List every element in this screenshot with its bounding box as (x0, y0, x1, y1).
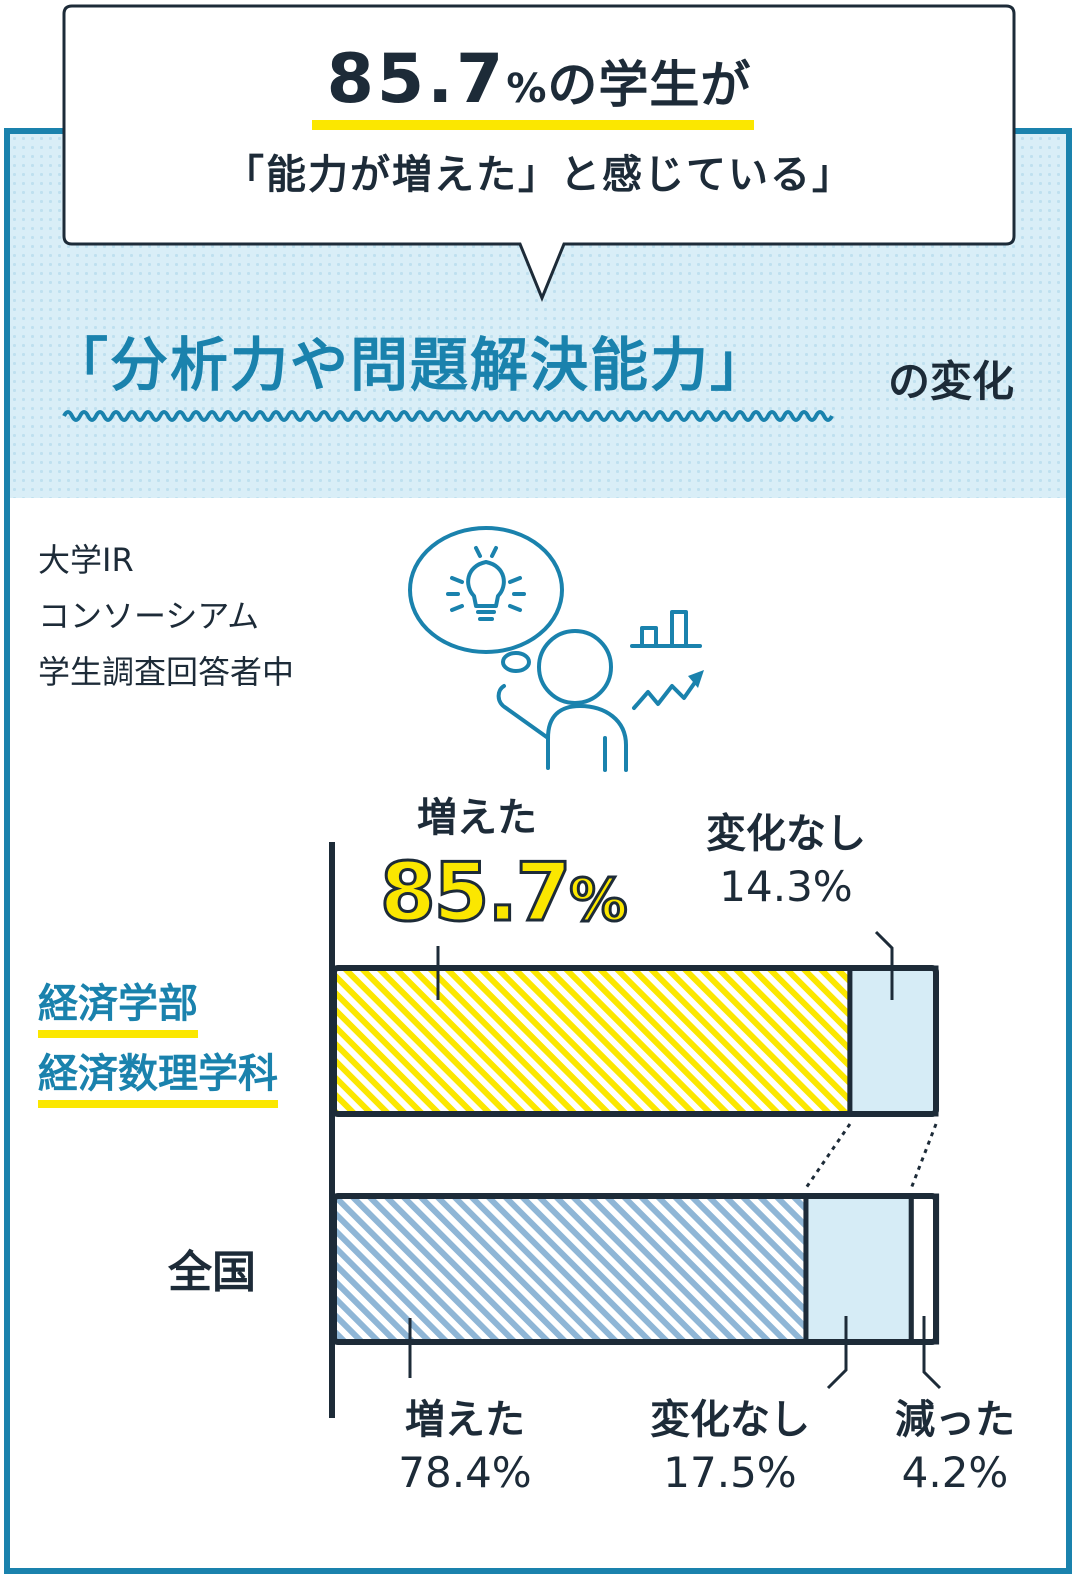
dotted-link-nochange (909, 1123, 938, 1189)
label-univ-increase: 増えた (392, 792, 562, 844)
label-nat-nochange: 変化なし 17.5% (630, 1394, 830, 1500)
bar-national-nochange (803, 1193, 914, 1345)
leader-nat-nochange (826, 1316, 848, 1390)
headline-unit: % (506, 66, 548, 112)
label-nat-decrease-title: 減った (895, 1397, 1015, 1443)
speech-bubble (62, 4, 1016, 302)
thinking-person-lightbulb-chart-icon (408, 526, 704, 772)
label-nat-nochange-title: 変化なし (650, 1397, 810, 1443)
headline-line1: 85.7%の学生が (66, 40, 1012, 119)
dotted-link-increase (804, 1123, 852, 1189)
source-note: 大学IR コンソーシアム 学生調査回答者中 (38, 532, 294, 700)
bar-outline-univ (331, 965, 939, 1117)
bar-outline-national (331, 1193, 939, 1345)
headline-value: 85.7 (326, 40, 507, 119)
label-nat-increase: 増えた 78.4% (380, 1394, 550, 1500)
headline-highlight (312, 120, 754, 130)
wavy-underline (62, 410, 834, 422)
chart-title-suffix: の変化 (888, 357, 1015, 406)
category-label-univ-1: 経済学部 (38, 978, 198, 1038)
lightbulb-icon (466, 560, 506, 608)
bar-univ-increase (331, 965, 853, 1117)
person-head-icon (537, 629, 613, 705)
thought-bubble-icon (408, 526, 564, 654)
label-nat-nochange-value: 17.5% (663, 1448, 797, 1497)
leader-nat-decrease (922, 1316, 942, 1390)
bar-national-increase (331, 1193, 809, 1345)
label-nat-decrease: 減った 4.2% (880, 1394, 1030, 1500)
label-nat-increase-value: 78.4% (398, 1448, 532, 1497)
label-univ-nochange: 変化なし 14.3% (686, 808, 886, 914)
leader-univ-nochange (874, 930, 894, 1000)
headline-suffix: の学生が (547, 56, 752, 114)
source-line-1: 大学IR (38, 541, 134, 579)
headline-line2: 「能力が増えた」と感じている」 (224, 152, 854, 198)
label-univ-nochange-title: 変化なし (706, 811, 866, 857)
category-label-univ-2: 経済数理学科 (38, 1048, 278, 1108)
label-univ-nochange-value: 14.3% (719, 862, 853, 911)
chart-title: 「分析力や問題解決能力」 (50, 331, 771, 399)
label-univ-increase-value: 85.7% (378, 845, 629, 941)
category-label-national: 全国 (168, 1247, 256, 1298)
label-nat-decrease-value: 4.2% (901, 1448, 1009, 1497)
label-univ-increase-title: 増えた (417, 795, 537, 841)
trend-arrow-icon (632, 676, 700, 710)
source-line-2: コンソーシアム (38, 597, 260, 635)
label-nat-increase-title: 増えた (405, 1397, 525, 1443)
source-line-3: 学生調査回答者中 (38, 653, 295, 691)
